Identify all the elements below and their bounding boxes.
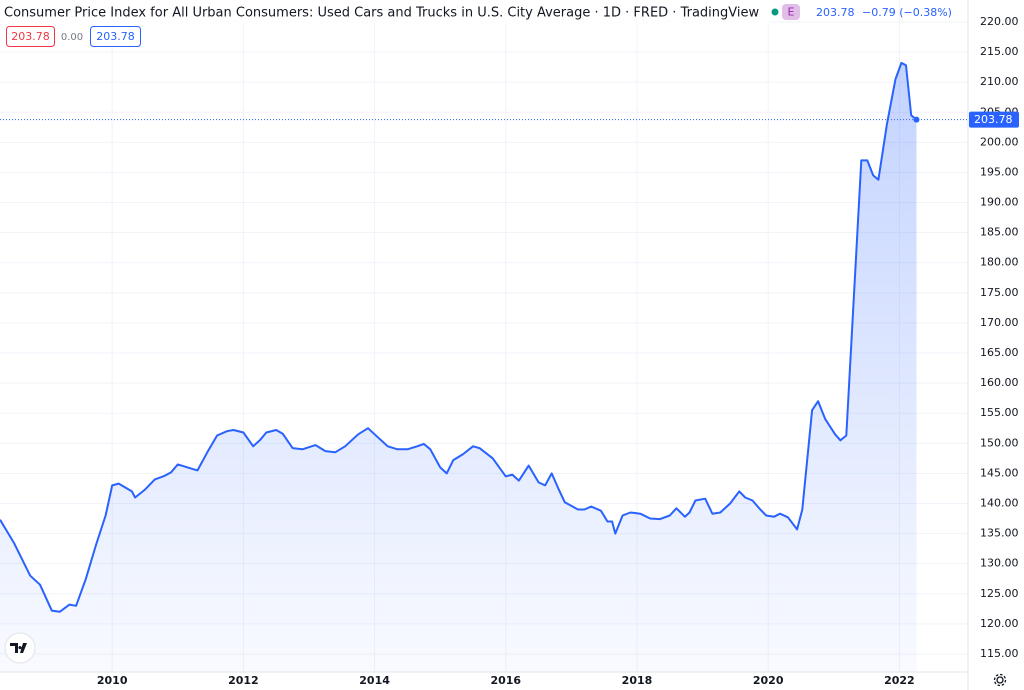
y-tick-label: 220.00	[980, 15, 1019, 28]
header-bg	[0, 0, 770, 24]
y-tick-label: 190.00	[980, 196, 1019, 209]
area-fill	[0, 62, 917, 672]
y-tick-label: 160.00	[980, 376, 1019, 389]
x-tick-label: 2022	[884, 674, 915, 687]
y-tick-label: 170.00	[980, 316, 1019, 329]
y-tick-label: 150.00	[980, 436, 1019, 449]
price-label-bg	[969, 111, 1019, 128]
last-point	[913, 116, 920, 123]
y-tick-label: 195.00	[980, 165, 1019, 178]
spread-value: 0.00	[61, 32, 83, 43]
x-tick-label: 2010	[97, 674, 128, 687]
x-tick-label: 2012	[228, 674, 259, 687]
badge[interactable]	[782, 4, 800, 20]
y-tick-label: 130.00	[980, 557, 1019, 570]
y-tick-label: 215.00	[980, 45, 1019, 58]
ask-value: 203.78	[96, 30, 135, 43]
plot	[0, 61, 968, 672]
last-value: 203.78	[816, 6, 855, 19]
ask-box[interactable]	[90, 26, 141, 47]
y-tick-label: 180.00	[980, 256, 1019, 269]
y-tick-label: 135.00	[980, 527, 1019, 540]
badge-label: E	[788, 6, 795, 19]
y-tick-label: 210.00	[980, 75, 1019, 88]
y-tick-label: 155.00	[980, 406, 1019, 419]
status-dot	[771, 8, 779, 16]
tv-logo[interactable]	[4, 632, 36, 664]
settings-icon[interactable]	[993, 673, 1007, 687]
x-tick-label: 2014	[359, 674, 390, 687]
y-tick-label: 200.00	[980, 135, 1019, 148]
x-tick-label: 2016	[490, 674, 521, 687]
y-tick-label: 165.00	[980, 346, 1019, 359]
line	[0, 61, 918, 613]
y-tick-label: 120.00	[980, 617, 1019, 630]
bid-box[interactable]	[6, 26, 55, 47]
bid-value: 203.78	[11, 30, 50, 43]
y-tick-label: 140.00	[980, 496, 1019, 509]
change-value: −0.79 (−0.38%)	[862, 6, 952, 19]
x-tick-label: 2020	[753, 674, 784, 687]
y-tick-label: 175.00	[980, 286, 1019, 299]
chart-title: Consumer Price Index for All Urban Consu…	[4, 6, 759, 21]
y-tick-label: 125.00	[980, 587, 1019, 600]
y-tick-label: 185.00	[980, 226, 1019, 239]
y-tick-label: 145.00	[980, 466, 1019, 479]
x-tick-label: 2018	[622, 674, 653, 687]
y-tick-label: 115.00	[980, 647, 1019, 660]
price-label: 203.78	[974, 113, 1013, 126]
